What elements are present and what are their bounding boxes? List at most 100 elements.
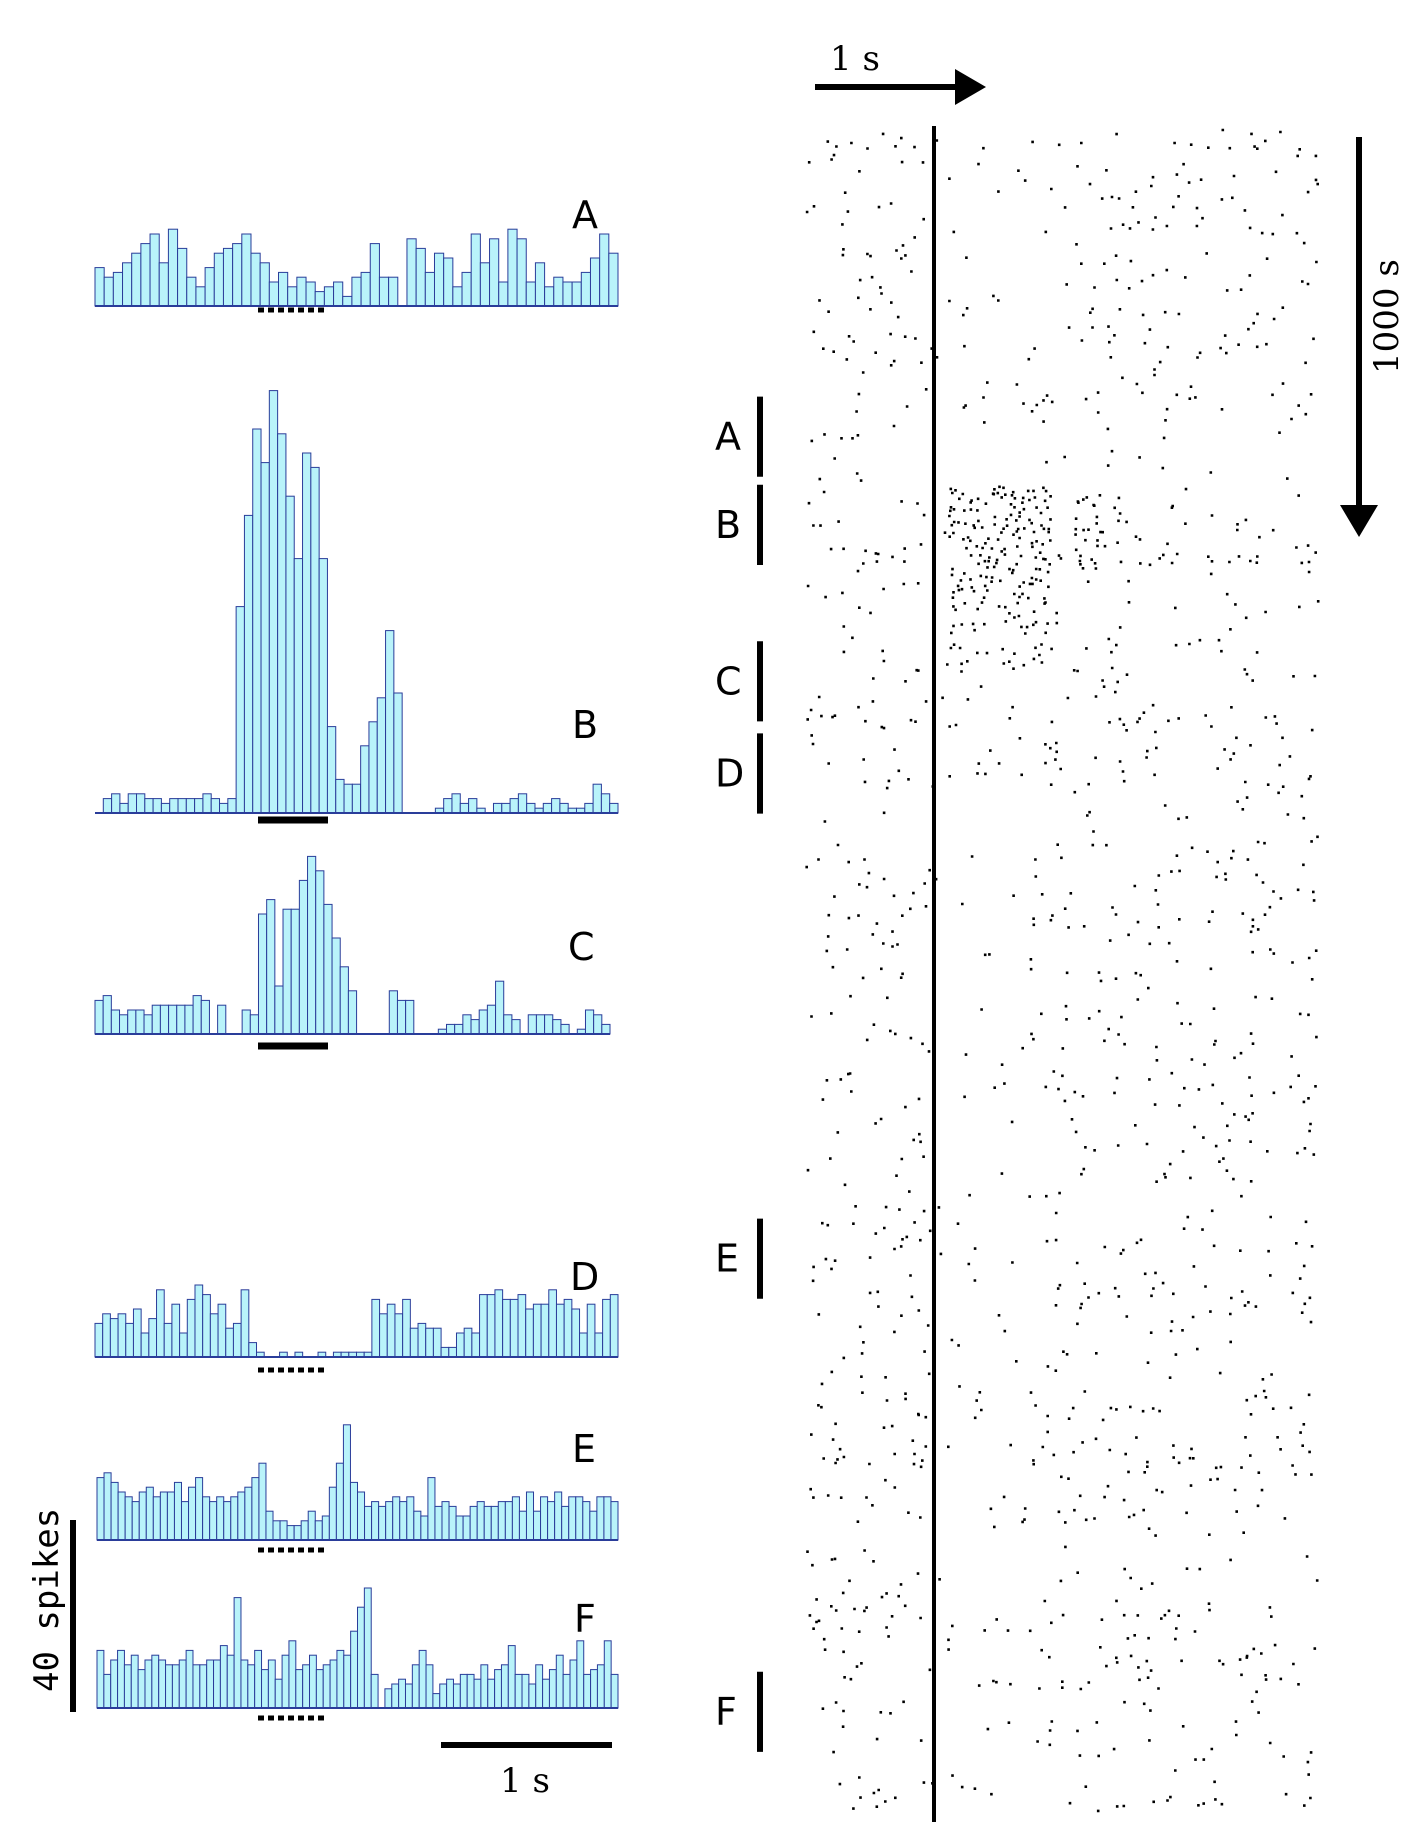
psth-bar xyxy=(441,1501,450,1541)
psth-bar xyxy=(459,802,470,814)
psth-bar xyxy=(314,291,325,307)
psth-bar xyxy=(503,1014,513,1035)
psth-bar xyxy=(206,1659,215,1709)
psth-bar xyxy=(511,1496,520,1541)
psth-bar xyxy=(288,1640,297,1709)
psth-bar xyxy=(602,1298,611,1358)
psth-bar xyxy=(413,1510,422,1541)
psth-bar xyxy=(180,1501,190,1541)
psth-bar xyxy=(544,286,555,307)
psth-bar xyxy=(339,966,349,1035)
psth-bar xyxy=(137,1669,146,1709)
psth-bar xyxy=(261,1669,269,1709)
psth-bar xyxy=(576,1640,585,1709)
psth-bar xyxy=(335,1462,344,1541)
psth-bar xyxy=(579,1332,588,1358)
psth-bar xyxy=(258,1462,267,1541)
psth-bar xyxy=(127,793,138,814)
psth-bar xyxy=(589,1510,598,1541)
psth-bar xyxy=(227,798,237,814)
psth-bar xyxy=(440,1346,450,1358)
psth-bar xyxy=(516,238,527,307)
psth-bar xyxy=(509,1298,519,1358)
psth-bar xyxy=(547,1501,556,1541)
psth-bar xyxy=(452,1683,461,1709)
psth-bar xyxy=(247,1664,256,1709)
psth-bar xyxy=(302,1664,311,1709)
psth-bar xyxy=(266,899,276,1035)
psth-bar xyxy=(569,1659,578,1709)
psth-bar xyxy=(404,1683,413,1709)
psth-bar xyxy=(200,999,210,1035)
psth-panel-b xyxy=(95,390,619,824)
psth-bar xyxy=(168,1004,178,1035)
psth-bar xyxy=(492,802,503,814)
psth-bar xyxy=(96,1649,105,1709)
hist-label-b: B xyxy=(572,703,598,747)
psth-bar xyxy=(184,1004,194,1035)
psth-bar xyxy=(143,1014,153,1035)
psth-bar xyxy=(131,1501,140,1541)
psth-bar xyxy=(163,1322,173,1358)
psth-bar xyxy=(314,1520,323,1541)
psth-bar xyxy=(584,1009,595,1035)
psth-bar xyxy=(268,281,280,307)
psth-bar xyxy=(103,276,114,307)
psth-bar xyxy=(209,1313,219,1358)
psth-bar xyxy=(424,271,436,307)
raster-spike-dots xyxy=(805,128,1320,1813)
psth-bar xyxy=(274,1678,283,1709)
psth-bar xyxy=(336,1649,345,1709)
psth-bar xyxy=(167,228,179,307)
psth-bar xyxy=(195,1477,204,1541)
psth-bar xyxy=(379,1313,388,1358)
psth-bar xyxy=(582,1501,591,1541)
psth-bar xyxy=(329,1659,338,1709)
psth-bar xyxy=(561,1505,570,1541)
psth-bar xyxy=(525,281,536,307)
psth-bar xyxy=(272,1520,281,1541)
psth-bar xyxy=(171,1664,180,1709)
psth-bar xyxy=(185,1649,194,1709)
psth-bar xyxy=(594,1332,604,1358)
psth-bar xyxy=(593,1014,603,1035)
psth-bar xyxy=(600,793,611,814)
psth-bar xyxy=(166,1491,175,1541)
psth-bar xyxy=(165,1664,173,1709)
psth-bar xyxy=(592,783,602,814)
psth-bar xyxy=(243,514,254,814)
psth-bar xyxy=(364,1505,373,1541)
psth-bar xyxy=(185,798,196,814)
psth-bar xyxy=(589,257,601,307)
psth-bar xyxy=(94,1322,104,1358)
psth-bar xyxy=(117,1313,127,1358)
psth-bar xyxy=(420,1515,429,1541)
psth-bar xyxy=(342,295,353,307)
psth-bar xyxy=(540,1496,549,1541)
psth-bar xyxy=(119,802,129,814)
psth-bar xyxy=(199,1664,208,1709)
psth-bar xyxy=(425,1327,434,1358)
block-label-c: C xyxy=(715,659,742,703)
psth-bar xyxy=(478,1009,488,1035)
psth-bar xyxy=(596,1496,605,1541)
psth-bar xyxy=(388,276,399,307)
psth-bar xyxy=(260,462,270,814)
psth-bar xyxy=(186,1298,196,1358)
psth-bar xyxy=(109,1318,119,1358)
psth-bar xyxy=(151,1004,161,1035)
psth-bar xyxy=(603,1640,612,1709)
psth-bar xyxy=(563,1298,573,1358)
psth-bar xyxy=(548,1289,557,1358)
psth-bar xyxy=(131,252,142,307)
psth-bar xyxy=(596,1664,605,1709)
psth-panel-c xyxy=(94,855,611,1050)
psth-bar xyxy=(608,252,619,307)
psth-bar xyxy=(534,262,546,307)
psth-bar xyxy=(498,281,509,307)
psth-bar xyxy=(370,1673,379,1709)
psth-bar xyxy=(328,1486,337,1541)
psth-bar xyxy=(285,495,295,814)
psth-bar xyxy=(169,798,179,814)
